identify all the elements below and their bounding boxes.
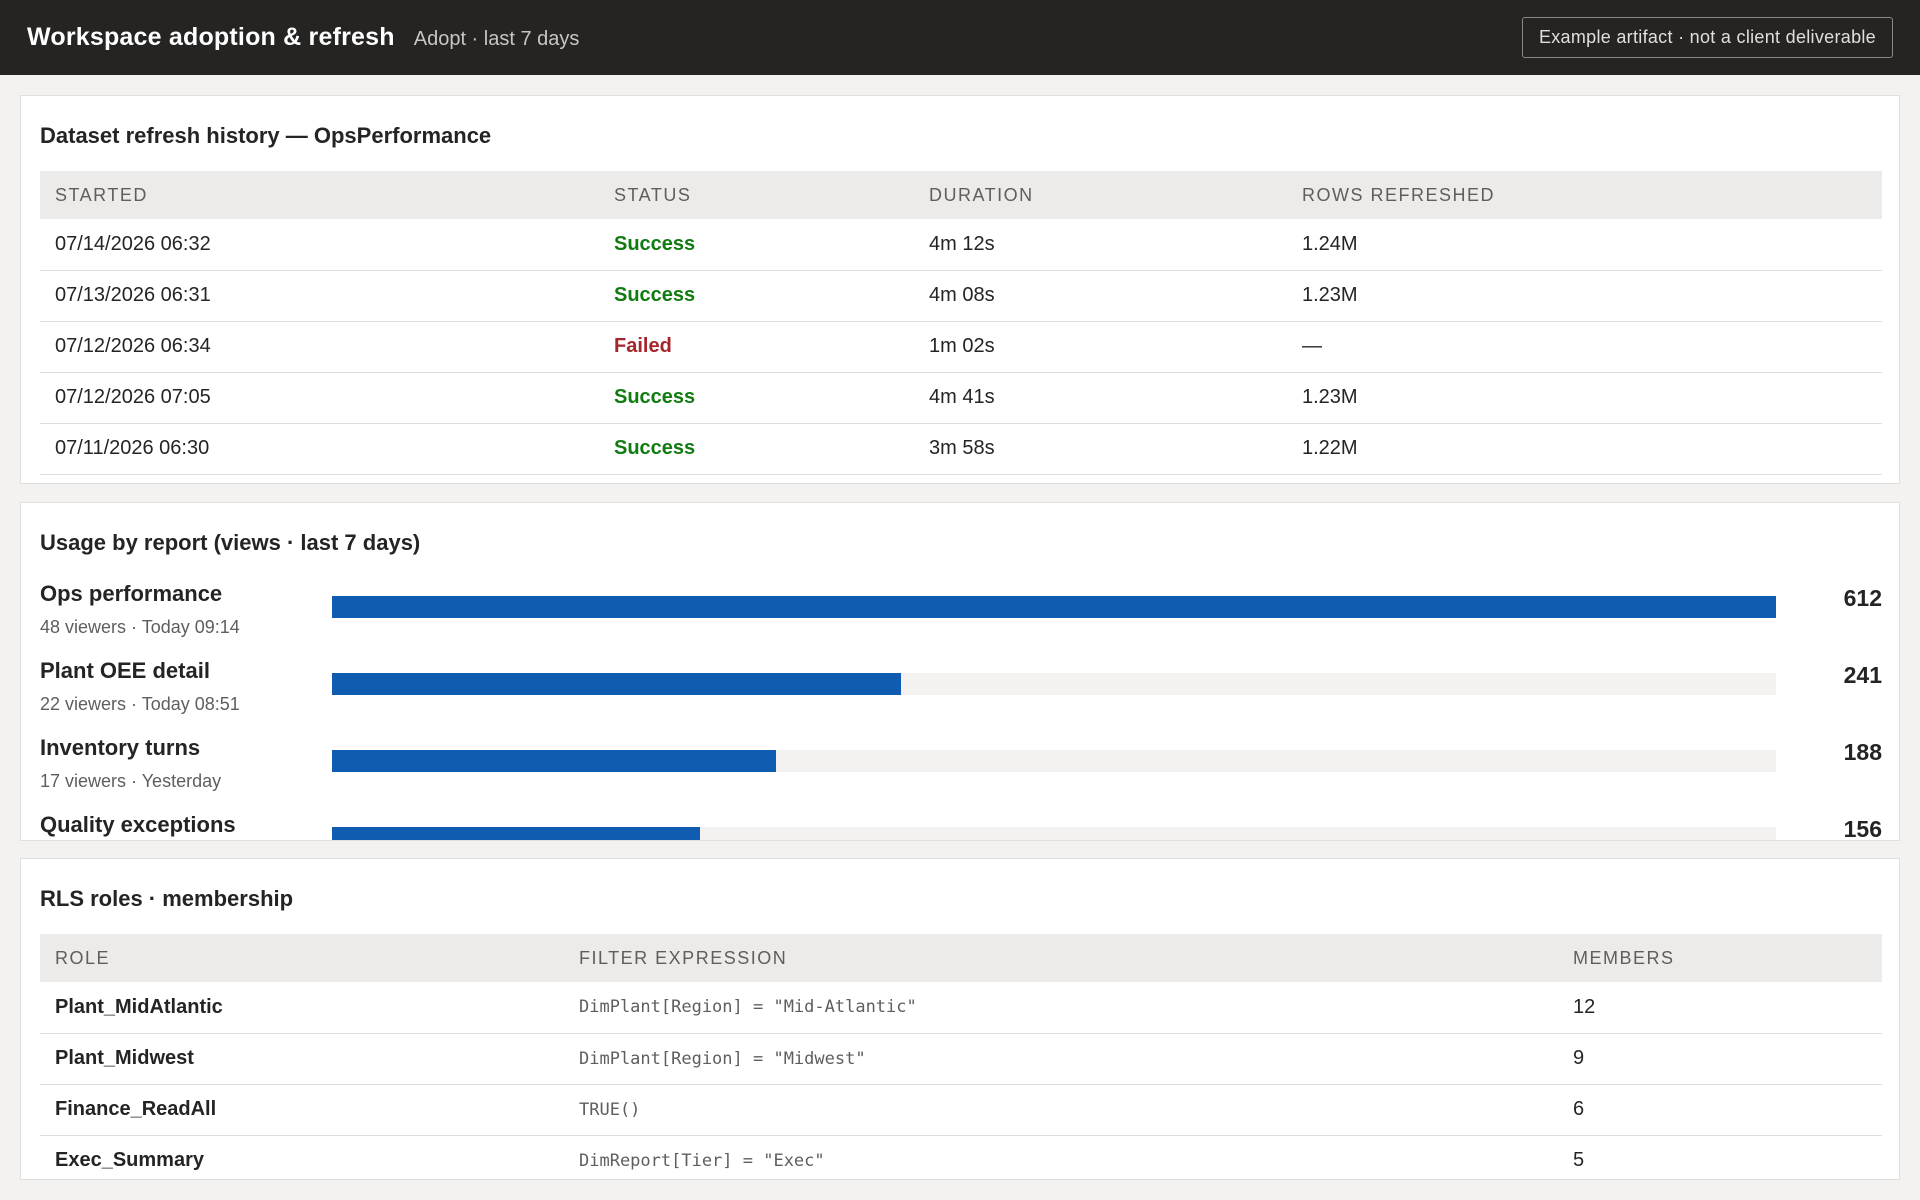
filter-expression-cell: DimReport[Tier] = "Exec" (564, 1135, 1558, 1179)
members-cell: 6 (1558, 1084, 1882, 1136)
status-cell: Success (599, 372, 914, 424)
duration-cell: 4m 08s (914, 270, 1287, 322)
table-row[interactable]: 07/13/2026 06:31 Success 4m 08s 1.23M (40, 270, 1882, 322)
column-header[interactable]: ROLE (55, 947, 111, 968)
role-name-cell: Finance_ReadAll (40, 1084, 564, 1136)
started-cell: 07/14/2026 06:32 (40, 219, 599, 271)
status-cell: Success (599, 270, 914, 322)
views-value: 156 (1843, 816, 1882, 841)
status-cell: Success (599, 219, 914, 271)
usage-bar (332, 673, 901, 695)
refresh-history-title: Dataset refresh history — OpsPerformance (40, 123, 492, 148)
table-row[interactable]: Plant_Midwest DimPlant[Region] = "Midwes… (40, 1033, 1882, 1085)
started-cell: 07/11/2026 06:30 (40, 423, 599, 475)
report-name: Plant OEE detail (40, 658, 210, 683)
column-header[interactable]: DURATION (929, 184, 1034, 205)
usage-row[interactable]: Quality exceptions 156 (40, 812, 1882, 841)
usage-bar-track (332, 827, 1776, 840)
refresh-history-table: STARTED STATUS DURATION ROWS REFRESHED 0… (40, 171, 1882, 475)
page-subtitle: Adopt · last 7 days (413, 27, 580, 50)
refresh-history-card: Dataset refresh history — OpsPerformance… (20, 95, 1900, 484)
rows-refreshed-cell: 1.22M (1287, 423, 1882, 475)
status-cell: Failed (599, 321, 914, 373)
page-title: Workspace adoption & refresh (27, 23, 395, 51)
views-value: 241 (1843, 662, 1882, 688)
report-name: Ops performance (40, 581, 223, 606)
usage-bar-track (332, 750, 1776, 772)
started-cell: 07/13/2026 06:31 (40, 270, 599, 322)
column-header[interactable]: MEMBERS (1573, 947, 1675, 968)
column-header[interactable]: STARTED (55, 184, 148, 205)
usage-title: Usage by report (views · last 7 days) (40, 530, 421, 555)
usage-bar-track (332, 673, 1776, 695)
table-header-row: ROLE FILTER EXPRESSION MEMBERS (40, 934, 1882, 982)
duration-cell: 4m 12s (914, 219, 1287, 271)
column-header[interactable]: STATUS (614, 184, 692, 205)
report-meta: 17 viewers · Yesterday (40, 771, 222, 791)
rls-roles-table: ROLE FILTER EXPRESSION MEMBERS Plant_Mid… (40, 934, 1882, 1179)
duration-cell: 1m 02s (914, 321, 1287, 373)
usage-bar (332, 596, 1776, 618)
column-header[interactable]: FILTER EXPRESSION (579, 947, 788, 968)
views-value: 612 (1843, 585, 1882, 611)
rls-roles-title: RLS roles · membership (40, 886, 294, 911)
top-bar: Workspace adoption & refresh Adopt · las… (0, 0, 1920, 75)
report-name: Quality exceptions (40, 812, 236, 837)
started-cell: 07/12/2026 07:05 (40, 372, 599, 424)
status-cell: Success (599, 423, 914, 475)
role-name-cell: Plant_Midwest (40, 1033, 564, 1085)
started-cell: 07/12/2026 06:34 (40, 321, 599, 373)
rows-refreshed-cell: 1.23M (1287, 372, 1882, 424)
filter-expression-cell: TRUE() (564, 1084, 1558, 1136)
table-row[interactable]: Exec_Summary DimReport[Tier] = "Exec" 5 (40, 1135, 1882, 1179)
usage-bar (332, 827, 701, 840)
usage-row[interactable]: Plant OEE detail 22 viewers · Today 08:5… (40, 658, 1882, 735)
table-row[interactable]: Plant_MidAtlantic DimPlant[Region] = "Mi… (40, 982, 1882, 1034)
report-name: Inventory turns (40, 735, 201, 760)
table-row[interactable]: 07/14/2026 06:32 Success 4m 12s 1.24M (40, 219, 1882, 271)
members-cell: 5 (1558, 1135, 1882, 1179)
artifact-badge: Example artifact · not a client delivera… (1521, 17, 1893, 58)
rows-refreshed-cell: — (1287, 321, 1882, 373)
table-row[interactable]: 07/11/2026 06:30 Success 3m 58s 1.22M (40, 423, 1882, 475)
duration-cell: 4m 41s (914, 372, 1287, 424)
table-row[interactable]: Finance_ReadAll TRUE() 6 (40, 1084, 1882, 1136)
members-cell: 9 (1558, 1033, 1882, 1085)
role-name-cell: Plant_MidAtlantic (40, 982, 564, 1034)
table-row[interactable]: 07/12/2026 06:34 Failed 1m 02s — (40, 321, 1882, 373)
usage-bar-track (332, 596, 1776, 618)
usage-row[interactable]: Ops performance 48 viewers · Today 09:14… (40, 581, 1882, 658)
views-value: 188 (1843, 739, 1882, 765)
duration-cell: 3m 58s (914, 423, 1287, 475)
usage-row[interactable]: Inventory turns 17 viewers · Yesterday 1… (40, 735, 1882, 812)
report-meta: 48 viewers · Today 09:14 (40, 617, 240, 637)
usage-card: Usage by report (views · last 7 days) Op… (20, 502, 1900, 841)
report-meta: 22 viewers · Today 08:51 (40, 694, 240, 714)
rows-refreshed-cell: 1.23M (1287, 270, 1882, 322)
usage-bar (332, 750, 776, 772)
rls-roles-card: RLS roles · membership ROLE FILTER EXPRE… (20, 858, 1900, 1180)
members-cell: 12 (1558, 982, 1882, 1034)
column-header[interactable]: ROWS REFRESHED (1302, 184, 1496, 205)
filter-expression-cell: DimPlant[Region] = "Mid-Atlantic" (564, 982, 1558, 1034)
rows-refreshed-cell: 1.24M (1287, 219, 1882, 271)
filter-expression-cell: DimPlant[Region] = "Midwest" (564, 1033, 1558, 1085)
table-header-row: STARTED STATUS DURATION ROWS REFRESHED (40, 171, 1882, 219)
table-row[interactable]: 07/12/2026 07:05 Success 4m 41s 1.23M (40, 372, 1882, 424)
role-name-cell: Exec_Summary (40, 1135, 564, 1179)
